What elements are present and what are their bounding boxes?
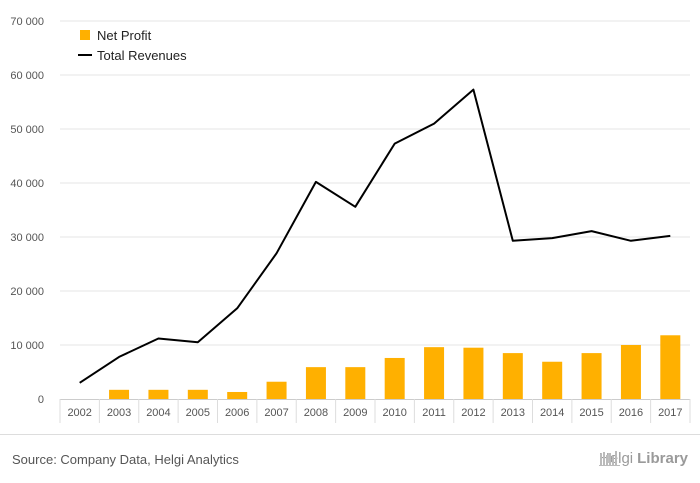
x-tick-label: 2005 (186, 407, 210, 419)
legend-swatch-net-profit (80, 30, 90, 40)
y-tick-label: 40 000 (10, 178, 44, 190)
bar-net-profit (424, 347, 445, 399)
x-tick-label: 2008 (304, 407, 328, 419)
y-tick-label: 10 000 (10, 340, 44, 352)
x-tick-label: 2012 (461, 407, 485, 419)
bar-net-profit (463, 347, 484, 399)
y-axis: 0 10 000 20 000 30 000 40 000 50 000 60 000 70 … (10, 16, 44, 406)
legend: Net Profit Total Revenues (78, 28, 187, 63)
footer: Source: Company Data, Helgi Analytics He… (0, 434, 700, 483)
line-total-revenues (79, 88, 671, 384)
bar-net-profit (542, 361, 563, 399)
y-tick-label: 60 000 (10, 70, 44, 82)
y-tick-label: 70 000 (10, 16, 44, 28)
y-tick-label: 20 000 (10, 286, 44, 298)
x-axis: 2002 2003 2004 2005 2006 2007 2008 2009 2010 2011… (59, 399, 691, 423)
chart-canvas: 2002 2003 2004 2005 2006 2007 2008 2009 2010 2011… (10, 16, 691, 423)
x-tick-label: 2017 (658, 407, 682, 419)
bar-net-profit (345, 367, 366, 399)
x-tick-label: 2003 (107, 407, 131, 419)
bar-net-profit (502, 353, 523, 399)
bar-net-profit (620, 345, 641, 399)
line-layer (79, 88, 671, 384)
bar-net-profit (109, 389, 130, 399)
library-books-icon (598, 451, 620, 466)
x-tick-label: 2011 (422, 407, 446, 419)
brand-logo: HelgiLibrary (598, 450, 688, 467)
bar-net-profit (384, 357, 405, 399)
x-tick-label: 2007 (264, 407, 288, 419)
bars-layer (109, 335, 681, 399)
x-tick-label: 2014 (540, 407, 564, 419)
x-tick-label: 2002 (67, 407, 91, 419)
x-tick-label: 2009 (343, 407, 367, 419)
x-tick-label: 2004 (146, 407, 170, 419)
grid-layer (60, 20, 690, 346)
y-tick-label: 30 000 (10, 232, 44, 244)
source-note: Source: Company Data, Helgi Analytics (12, 452, 239, 467)
bar-net-profit (187, 389, 208, 399)
bar-net-profit (148, 389, 169, 399)
x-tick-label: 2006 (225, 407, 249, 419)
bar-net-profit (266, 381, 287, 399)
x-tick-label: 2016 (619, 407, 643, 419)
legend-label-total-revenues: Total Revenues (97, 48, 187, 63)
x-tick-label: 2013 (501, 407, 525, 419)
legend-label-net-profit: Net Profit (97, 28, 152, 43)
x-tick-label: 2015 (579, 407, 603, 419)
bar-net-profit (227, 391, 248, 399)
y-tick-label: 50 000 (10, 124, 44, 136)
y-tick-label: 0 (38, 394, 44, 406)
bar-net-profit (660, 335, 681, 399)
brand-name-bold: Library (637, 450, 688, 467)
x-tick-label: 2010 (382, 407, 406, 419)
bar-net-profit (305, 367, 326, 399)
bar-net-profit (581, 353, 602, 399)
